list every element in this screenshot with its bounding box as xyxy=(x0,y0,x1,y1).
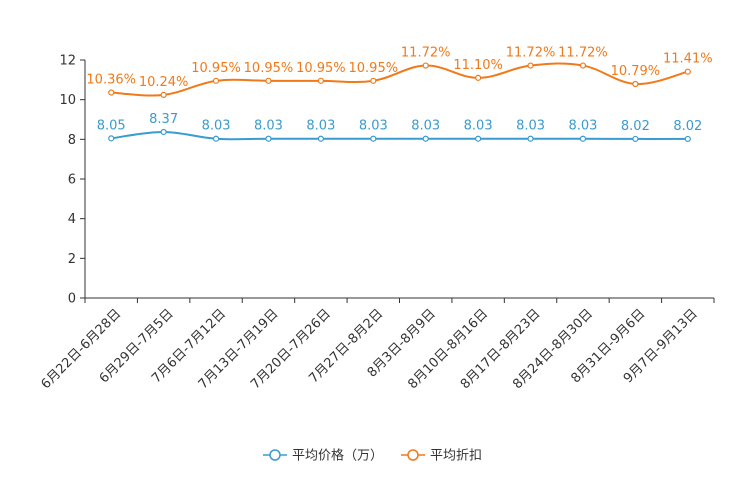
y-tick-label: 10 xyxy=(59,93,76,108)
data-label: 8.03 xyxy=(306,119,335,134)
data-label: 11.41% xyxy=(663,52,713,67)
y-tick-label: 6 xyxy=(68,173,76,188)
data-point[interactable] xyxy=(422,62,429,69)
data-point[interactable] xyxy=(160,91,167,99)
data-label: 8.02 xyxy=(621,119,650,134)
data-point[interactable] xyxy=(422,135,429,142)
legend-marker-icon xyxy=(407,449,419,461)
data-label: 10.95% xyxy=(296,61,346,76)
data-label: 8.02 xyxy=(673,119,702,134)
data-point[interactable] xyxy=(527,62,534,69)
data-point[interactable] xyxy=(370,135,377,142)
data-point[interactable] xyxy=(265,135,272,142)
series-1: 8.05 8.37 8.03 8.03 8.03 8.03 8.03 8.03 8.03 8.03… xyxy=(97,112,702,143)
data-label: 10.95% xyxy=(191,61,241,76)
data-point[interactable] xyxy=(579,62,587,69)
data-label: 10.95% xyxy=(349,61,399,76)
y-tick-label: 8 xyxy=(68,133,76,148)
data-point[interactable] xyxy=(527,135,534,142)
data-point[interactable] xyxy=(475,74,482,81)
data-point[interactable] xyxy=(317,135,324,142)
data-point[interactable] xyxy=(317,77,324,84)
data-label: 8.05 xyxy=(97,118,126,133)
data-label: 10.24% xyxy=(139,75,189,90)
data-label: 10.79% xyxy=(611,64,661,79)
series-line xyxy=(111,62,689,97)
data-label: 11.72% xyxy=(401,46,451,61)
data-label: 8.03 xyxy=(202,119,231,134)
legend-item-2[interactable]: 平均折扣 xyxy=(401,449,482,464)
data-label: 11.72% xyxy=(506,46,556,61)
data-point[interactable] xyxy=(108,135,115,142)
data-label: 10.95% xyxy=(244,61,294,76)
data-label: 8.03 xyxy=(254,119,283,134)
data-point[interactable] xyxy=(108,89,115,96)
data-label: 11.10% xyxy=(453,58,503,73)
series-2: 10.36% 10.24%10.95% 10.95% 10.95% 10.95%11.7… xyxy=(86,46,713,99)
data-point[interactable] xyxy=(212,77,220,84)
legend-item-1[interactable]: 平均价格（万） xyxy=(263,448,383,464)
data-point[interactable] xyxy=(632,135,639,143)
data-point[interactable] xyxy=(579,135,587,142)
data-label: 8.03 xyxy=(516,119,545,134)
series-line xyxy=(111,130,688,141)
y-tick-label: 0 xyxy=(68,292,76,307)
data-label: 8.03 xyxy=(411,119,440,134)
data-point[interactable] xyxy=(265,77,272,84)
series-layer: 8.05 8.37 8.03 8.03 8.03 8.03 8.03 8.03 8.03 8.03… xyxy=(86,46,713,143)
data-point[interactable] xyxy=(684,68,691,75)
data-point[interactable] xyxy=(632,80,639,88)
legend-label: 平均折扣 xyxy=(430,449,482,464)
data-point[interactable] xyxy=(370,77,377,84)
axes: 0246810126月22日-6月28日6月29日-7月5日7月6日-7月12日… xyxy=(38,54,715,392)
data-label: 8.37 xyxy=(149,112,178,127)
legend-label: 平均价格（万） xyxy=(292,448,383,464)
y-tick-label: 2 xyxy=(68,252,76,267)
y-tick-label: 4 xyxy=(68,212,76,227)
data-label: 11.72% xyxy=(558,46,608,61)
y-tick-label: 12 xyxy=(59,54,76,69)
data-point[interactable] xyxy=(475,135,482,142)
data-label: 8.03 xyxy=(464,119,493,134)
data-label: 10.36% xyxy=(86,73,136,88)
data-label: 8.03 xyxy=(568,119,597,134)
legend[interactable]: 平均价格（万） 平均折扣 xyxy=(263,448,482,464)
data-label: 8.03 xyxy=(359,119,388,134)
data-point[interactable] xyxy=(684,135,691,143)
legend-marker-icon xyxy=(269,449,281,461)
data-point[interactable] xyxy=(212,135,220,142)
data-point[interactable] xyxy=(160,128,167,136)
